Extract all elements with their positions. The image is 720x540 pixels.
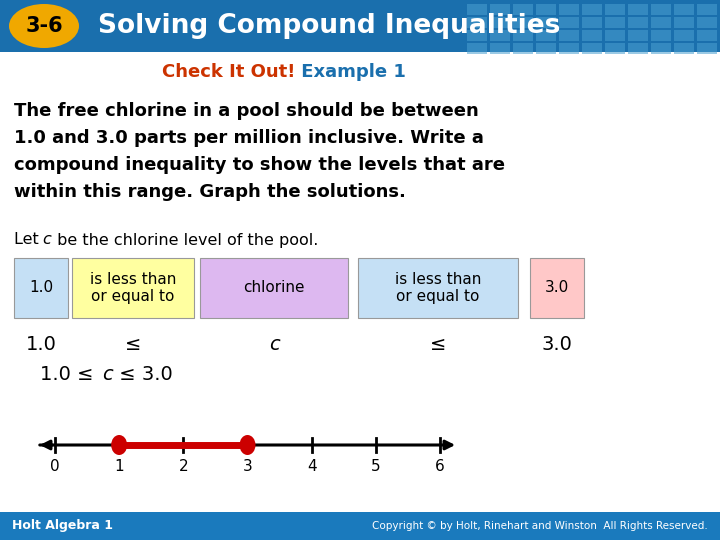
Bar <box>697 30 717 41</box>
Text: be the chlorine level of the pool.: be the chlorine level of the pool. <box>52 233 318 247</box>
Ellipse shape <box>111 435 127 455</box>
Bar <box>628 17 648 28</box>
Bar <box>513 4 533 15</box>
Text: Solving Compound Inequalities: Solving Compound Inequalities <box>98 13 560 39</box>
Bar <box>628 4 648 15</box>
Text: Example 1: Example 1 <box>295 63 406 81</box>
Bar <box>467 30 487 41</box>
Bar <box>697 43 717 54</box>
Bar <box>358 258 518 318</box>
Ellipse shape <box>9 4 79 48</box>
Bar <box>536 30 556 41</box>
Text: c: c <box>102 366 113 384</box>
Bar <box>651 30 671 41</box>
Text: 4: 4 <box>307 459 317 474</box>
Bar <box>490 30 510 41</box>
Bar <box>513 17 533 28</box>
Text: Let: Let <box>14 233 44 247</box>
Bar <box>0 512 720 540</box>
Text: Holt Algebra 1: Holt Algebra 1 <box>12 519 113 532</box>
Text: 3.0: 3.0 <box>545 280 569 295</box>
Text: c: c <box>269 335 279 354</box>
Bar <box>674 17 694 28</box>
Bar <box>513 43 533 54</box>
Bar <box>14 258 68 318</box>
Text: 3-6: 3-6 <box>25 16 63 36</box>
Bar <box>628 30 648 41</box>
Bar <box>605 30 625 41</box>
Text: 0: 0 <box>50 459 60 474</box>
Bar <box>490 43 510 54</box>
Bar <box>559 30 579 41</box>
Text: 3: 3 <box>243 459 253 474</box>
Bar <box>674 30 694 41</box>
Text: c: c <box>42 233 50 247</box>
Text: Copyright © by Holt, Rinehart and Winston  All Rights Reserved.: Copyright © by Holt, Rinehart and Winsto… <box>372 521 708 531</box>
Bar <box>559 43 579 54</box>
Bar <box>697 17 717 28</box>
Bar <box>490 4 510 15</box>
Bar <box>651 43 671 54</box>
Text: 1: 1 <box>114 459 124 474</box>
Bar <box>582 4 602 15</box>
Bar <box>674 4 694 15</box>
Text: is less than
or equal to: is less than or equal to <box>395 272 481 304</box>
Text: 5: 5 <box>371 459 381 474</box>
Bar <box>582 17 602 28</box>
Text: compound inequality to show the levels that are: compound inequality to show the levels t… <box>14 156 505 174</box>
Text: 6: 6 <box>435 459 445 474</box>
Bar <box>72 258 194 318</box>
Bar <box>582 43 602 54</box>
Bar <box>467 4 487 15</box>
Bar <box>674 43 694 54</box>
Bar <box>530 258 584 318</box>
Text: 2: 2 <box>179 459 188 474</box>
Text: 1.0 ≤: 1.0 ≤ <box>40 366 100 384</box>
Bar <box>513 30 533 41</box>
Text: ≤: ≤ <box>430 335 446 354</box>
Text: 1.0 and 3.0 parts per million inclusive. Write a: 1.0 and 3.0 parts per million inclusive.… <box>14 129 484 147</box>
Bar <box>200 258 348 318</box>
Bar <box>651 17 671 28</box>
Bar <box>536 43 556 54</box>
Text: The free chlorine in a pool should be between: The free chlorine in a pool should be be… <box>14 102 479 120</box>
Bar <box>559 17 579 28</box>
Text: within this range. Graph the solutions.: within this range. Graph the solutions. <box>14 183 406 201</box>
Bar <box>490 17 510 28</box>
Text: 3.0: 3.0 <box>541 335 572 354</box>
Bar <box>582 30 602 41</box>
Bar <box>536 4 556 15</box>
Text: Check It Out!: Check It Out! <box>161 63 295 81</box>
Bar <box>605 17 625 28</box>
Bar <box>651 4 671 15</box>
Bar <box>0 0 720 52</box>
Text: chlorine: chlorine <box>243 280 305 295</box>
Bar <box>697 4 717 15</box>
Bar <box>536 17 556 28</box>
Text: ≤ 3.0: ≤ 3.0 <box>113 366 173 384</box>
Ellipse shape <box>240 435 256 455</box>
Bar <box>559 4 579 15</box>
Text: 1.0: 1.0 <box>26 335 56 354</box>
Bar <box>467 17 487 28</box>
Text: is less than
or equal to: is less than or equal to <box>90 272 176 304</box>
Text: ≤: ≤ <box>125 335 141 354</box>
Text: 1.0: 1.0 <box>29 280 53 295</box>
Bar <box>605 43 625 54</box>
Bar <box>605 4 625 15</box>
Bar <box>628 43 648 54</box>
Bar <box>467 43 487 54</box>
